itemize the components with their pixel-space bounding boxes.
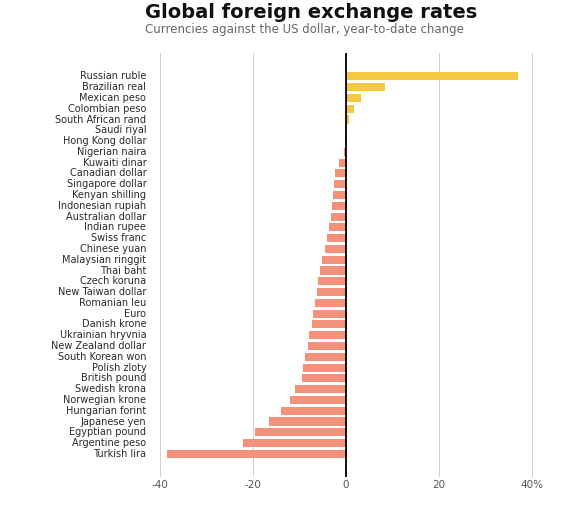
Bar — [336, 169, 346, 177]
Bar — [303, 364, 346, 372]
Bar — [346, 72, 517, 80]
Bar — [281, 407, 346, 415]
Bar — [295, 385, 346, 393]
Bar — [323, 256, 346, 264]
Bar — [333, 191, 346, 199]
Bar — [167, 450, 346, 458]
Bar — [329, 223, 346, 231]
Bar — [302, 374, 346, 382]
Bar — [308, 342, 346, 350]
Bar — [305, 353, 346, 361]
Bar — [269, 418, 346, 426]
Bar — [327, 234, 346, 242]
Bar — [331, 213, 346, 221]
Bar — [255, 428, 346, 436]
Bar — [346, 83, 385, 91]
Bar — [325, 245, 346, 253]
Text: Global foreign exchange rates: Global foreign exchange rates — [145, 3, 477, 22]
Bar — [346, 116, 349, 124]
Bar — [310, 331, 346, 339]
Bar — [332, 202, 346, 210]
Bar — [346, 105, 354, 113]
Text: Currencies against the US dollar, year-to-date change: Currencies against the US dollar, year-t… — [145, 23, 463, 36]
Bar — [244, 439, 346, 447]
Bar — [290, 396, 346, 404]
Bar — [346, 94, 361, 102]
Bar — [320, 267, 346, 275]
Bar — [339, 159, 346, 167]
Bar — [334, 180, 346, 188]
Bar — [313, 310, 346, 318]
Bar — [344, 148, 346, 156]
Bar — [312, 320, 346, 328]
Bar — [317, 288, 346, 296]
Bar — [345, 137, 346, 145]
Bar — [318, 277, 346, 285]
Bar — [315, 299, 346, 307]
